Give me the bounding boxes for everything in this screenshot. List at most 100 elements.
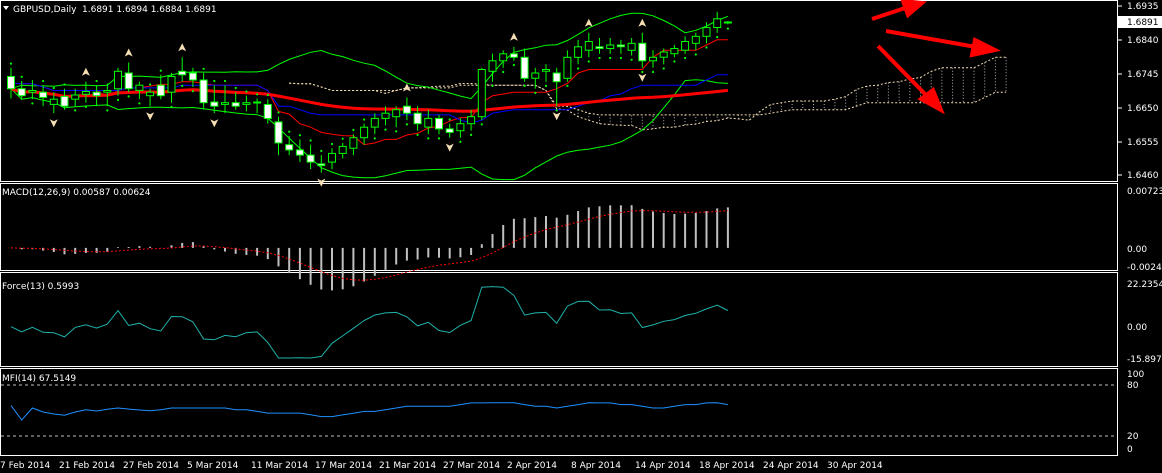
candle-bull: [456, 123, 465, 132]
price-tick-label: 1.6555: [1127, 138, 1159, 148]
candle-bull: [713, 18, 722, 28]
date-label: 5 Mar 2014: [187, 461, 239, 471]
candle-bull: [531, 72, 540, 79]
candle-bear: [616, 44, 625, 48]
psar-dot: [170, 105, 173, 108]
candle-bull: [221, 102, 229, 105]
psar-dot: [684, 56, 687, 60]
date-label: 14 Apr 2014: [635, 461, 691, 471]
candle-bull: [381, 112, 390, 119]
psar-dot: [234, 86, 237, 90]
time-axis: 7 Feb 2014 21 Feb 2014 27 Feb 2014 5 Mar…: [0, 461, 883, 471]
candle-bull: [691, 35, 700, 44]
psar-dot: [320, 149, 323, 152]
candle-bull: [146, 91, 155, 97]
mfi-pane[interactable]: [0, 368, 1118, 456]
candle-bull: [135, 84, 144, 91]
psar-dot: [363, 118, 366, 121]
psar-dot: [598, 56, 601, 60]
psar-dot: [673, 60, 676, 63]
psar-dot: [277, 111, 280, 114]
candle-bull: [702, 27, 711, 37]
psar-dot: [534, 91, 537, 94]
mfi-series: [10, 402, 728, 421]
psar-dot: [373, 137, 376, 140]
candle-bear: [253, 101, 262, 104]
psar-dot: [31, 102, 34, 105]
psar-dot: [437, 137, 441, 140]
candle-bull: [81, 91, 90, 95]
psar-dot: [74, 109, 77, 112]
candle-bull: [584, 41, 593, 51]
arrowhead-icon: [900, 0, 927, 19]
psar-dot: [84, 105, 87, 108]
candle-bear: [552, 72, 561, 83]
mfi-tick-label: 80: [1127, 381, 1139, 391]
psar-dot: [577, 67, 580, 70]
price-tick-label: 1.6840: [1127, 36, 1159, 46]
fractal-down-icon: [317, 178, 326, 187]
mfi-tick-label: 20: [1127, 432, 1139, 442]
psar-dot: [651, 70, 655, 74]
candle-bear: [306, 154, 315, 163]
current-price-box: [1118, 16, 1162, 28]
fractal-up-icon: [638, 18, 647, 27]
macd-pane[interactable]: [0, 183, 1118, 271]
psar-dot: [555, 109, 558, 112]
candle-bear: [156, 84, 165, 97]
psar-dot: [405, 123, 408, 126]
candle-bull: [659, 51, 668, 58]
candle-bull: [670, 48, 679, 55]
candle-bear: [7, 76, 15, 90]
candle-bear: [317, 163, 326, 167]
symbol-title: GBPUSD,Daily: [13, 5, 77, 15]
candle-bull: [338, 145, 347, 154]
force-series: [10, 286, 729, 359]
fractal-down-icon: [146, 112, 155, 121]
candle-bull: [542, 69, 550, 72]
psar-dot: [544, 84, 548, 87]
force-tick-label: 22.2354: [1127, 280, 1162, 290]
current-price-label: 1.6891: [1127, 18, 1159, 28]
psar-dot: [288, 130, 291, 133]
psar-dot: [448, 118, 451, 121]
date-label: 30 Apr 2014: [827, 461, 883, 471]
psar-dot: [138, 102, 141, 105]
annotation-arrows: [871, 0, 1001, 115]
date-label: 21 Mar 2014: [379, 461, 436, 471]
psar-dot: [566, 84, 569, 87]
macd-title: MACD(12,26,9) 0.00587 0.00624: [2, 188, 151, 198]
fractal-down-icon: [445, 143, 454, 152]
force-title: Force(13) 0.5993: [2, 282, 79, 292]
psar-dot: [427, 137, 430, 140]
psar-dot: [491, 84, 494, 87]
price-tick-label: 1.6935: [1127, 2, 1159, 12]
date-label: 7 Feb 2014: [0, 461, 51, 471]
psar-dot: [459, 140, 462, 143]
price-tick-label: 1.6745: [1127, 70, 1159, 80]
psar-dot: [512, 63, 516, 67]
candle-bull: [681, 41, 690, 51]
candle-bull: [563, 56, 572, 79]
date-label: 27 Feb 2014: [123, 461, 179, 471]
mfi-tick-label: 100: [1127, 370, 1144, 380]
markers: [9, 18, 730, 187]
candle-bull: [424, 117, 433, 128]
psar-dot: [619, 56, 623, 60]
psar-dot: [52, 86, 55, 90]
ohlc-readout: 1.6891 1.6894 1.6884 1.6891: [82, 5, 217, 15]
date-label: 18 Apr 2014: [699, 461, 755, 471]
price-pane[interactable]: [0, 0, 1118, 182]
candle-bear: [263, 104, 272, 119]
macd-tick-label: 0.00723: [1127, 187, 1162, 197]
psar-dot: [106, 109, 109, 112]
trend-arrow-down: [876, 44, 930, 99]
menu-triangle-icon[interactable]: [3, 6, 9, 10]
force-pane[interactable]: [0, 272, 1118, 367]
macd-series: [10, 205, 729, 291]
date-label: 17 Mar 2014: [315, 461, 372, 471]
candle-bull: [467, 116, 476, 125]
candle-bear: [199, 79, 208, 104]
date-label: 24 Apr 2014: [763, 461, 819, 471]
